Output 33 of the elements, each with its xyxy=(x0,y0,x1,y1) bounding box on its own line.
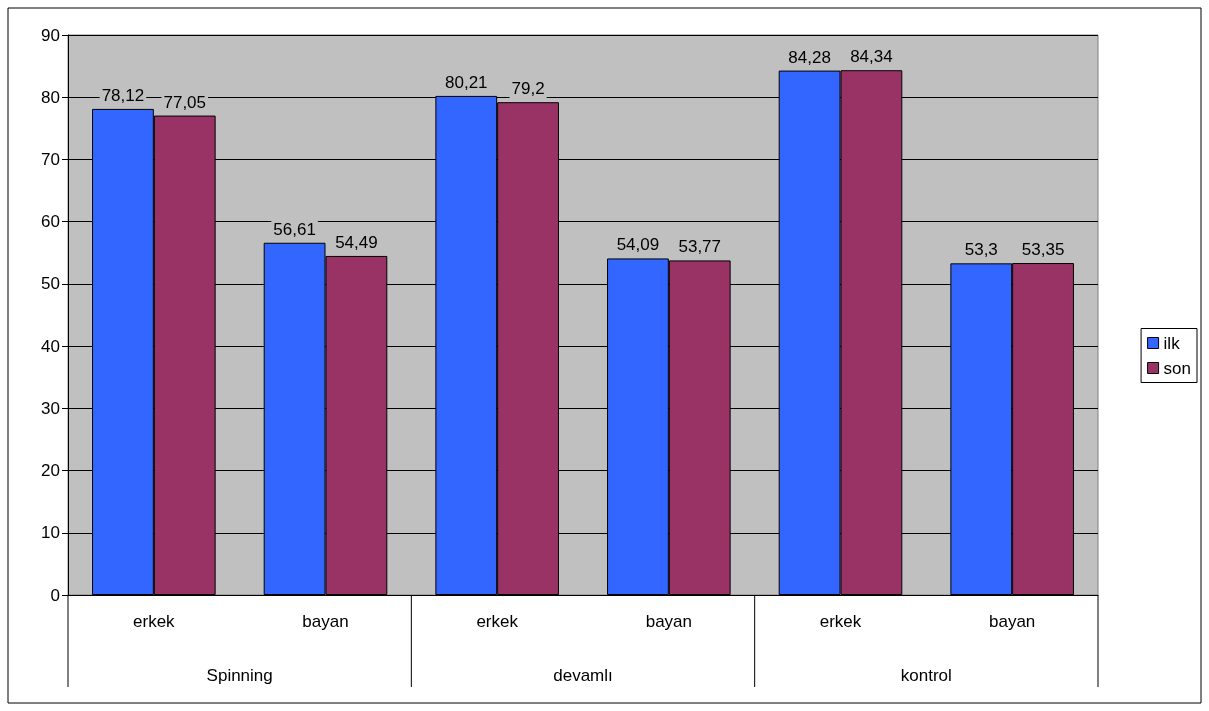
y-tick-label: 70 xyxy=(41,149,60,169)
data-label: 54,09 xyxy=(616,235,660,255)
data-label: 53,3 xyxy=(964,240,998,260)
legend-label: ilk xyxy=(1163,333,1181,353)
legend-label: son xyxy=(1163,358,1192,378)
y-tick-label: 30 xyxy=(41,398,60,418)
y-tick-label: 90 xyxy=(41,25,60,45)
data-label: 84,28 xyxy=(788,47,831,67)
y-tick-label: 20 xyxy=(41,461,60,481)
data-label: 77,05 xyxy=(163,92,207,112)
data-label: 84,34 xyxy=(850,47,893,67)
y-tick-label: 40 xyxy=(41,336,60,356)
data-label: 54,49 xyxy=(335,232,378,252)
y-tick-label: 0 xyxy=(50,585,60,605)
y-tick-label: 80 xyxy=(41,87,60,107)
x-tick-label: erkek xyxy=(819,612,862,631)
data-label: 56,61 xyxy=(273,219,316,239)
x-tick-label: bayan xyxy=(302,612,349,631)
data-label: 80,21 xyxy=(444,72,488,92)
data-label: 78,12 xyxy=(101,85,145,105)
x-tick-label: erkek xyxy=(133,612,176,631)
y-tick-label: 60 xyxy=(41,212,60,232)
x-tick-label: bayan xyxy=(989,612,1036,631)
x-tick-label: erkek xyxy=(476,612,519,631)
data-label: 53,35 xyxy=(1021,240,1065,260)
y-tick-label: 10 xyxy=(41,523,60,543)
y-tick-label: 50 xyxy=(41,274,60,294)
text: Spinning xyxy=(206,665,273,685)
data-label: 79,2 xyxy=(511,79,545,99)
text: kontrol xyxy=(900,665,952,685)
x-tick-label: bayan xyxy=(645,612,692,631)
text: devamlı xyxy=(553,665,613,685)
data-label: 53,77 xyxy=(678,237,722,257)
